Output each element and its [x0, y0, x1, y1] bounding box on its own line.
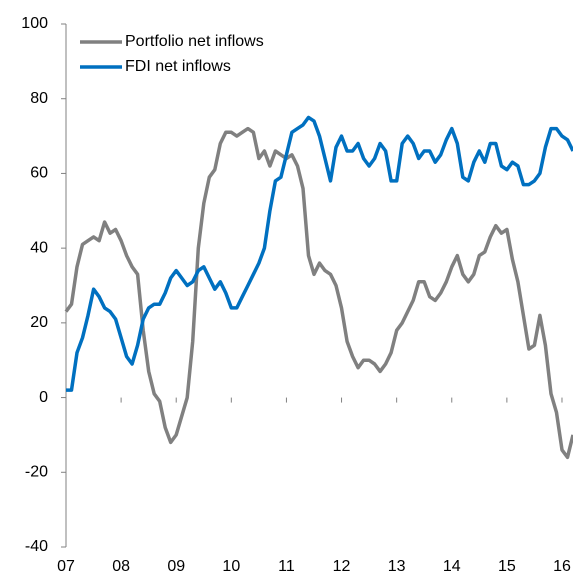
series-line [64, 126, 573, 460]
y-tick-label: 40 [30, 239, 48, 256]
x-tick-label: 16 [553, 558, 571, 575]
y-tick-label: 60 [30, 165, 48, 182]
x-tick-label: 15 [498, 558, 516, 575]
y-tick-label: 100 [21, 15, 48, 32]
x-tick-label: 10 [222, 558, 240, 575]
x-tick-label: 13 [388, 558, 406, 575]
y-tick-label: 0 [39, 389, 48, 406]
y-tick-label: -20 [25, 464, 48, 481]
legend-label: FDI net inflows [125, 58, 231, 75]
x-tick-label: 08 [112, 558, 130, 575]
x-tick-label: 09 [167, 558, 185, 575]
series-line [66, 115, 573, 392]
y-tick-label: 20 [30, 314, 48, 331]
y-tick-label: 80 [30, 90, 48, 107]
x-tick-label: 07 [57, 558, 75, 575]
x-tick-label: 11 [278, 558, 295, 575]
x-tick-label: 12 [333, 558, 351, 575]
x-tick-label: 14 [443, 558, 461, 575]
y-tick-label: -40 [25, 538, 48, 555]
legend-label: Portfolio net inflows [125, 33, 264, 50]
